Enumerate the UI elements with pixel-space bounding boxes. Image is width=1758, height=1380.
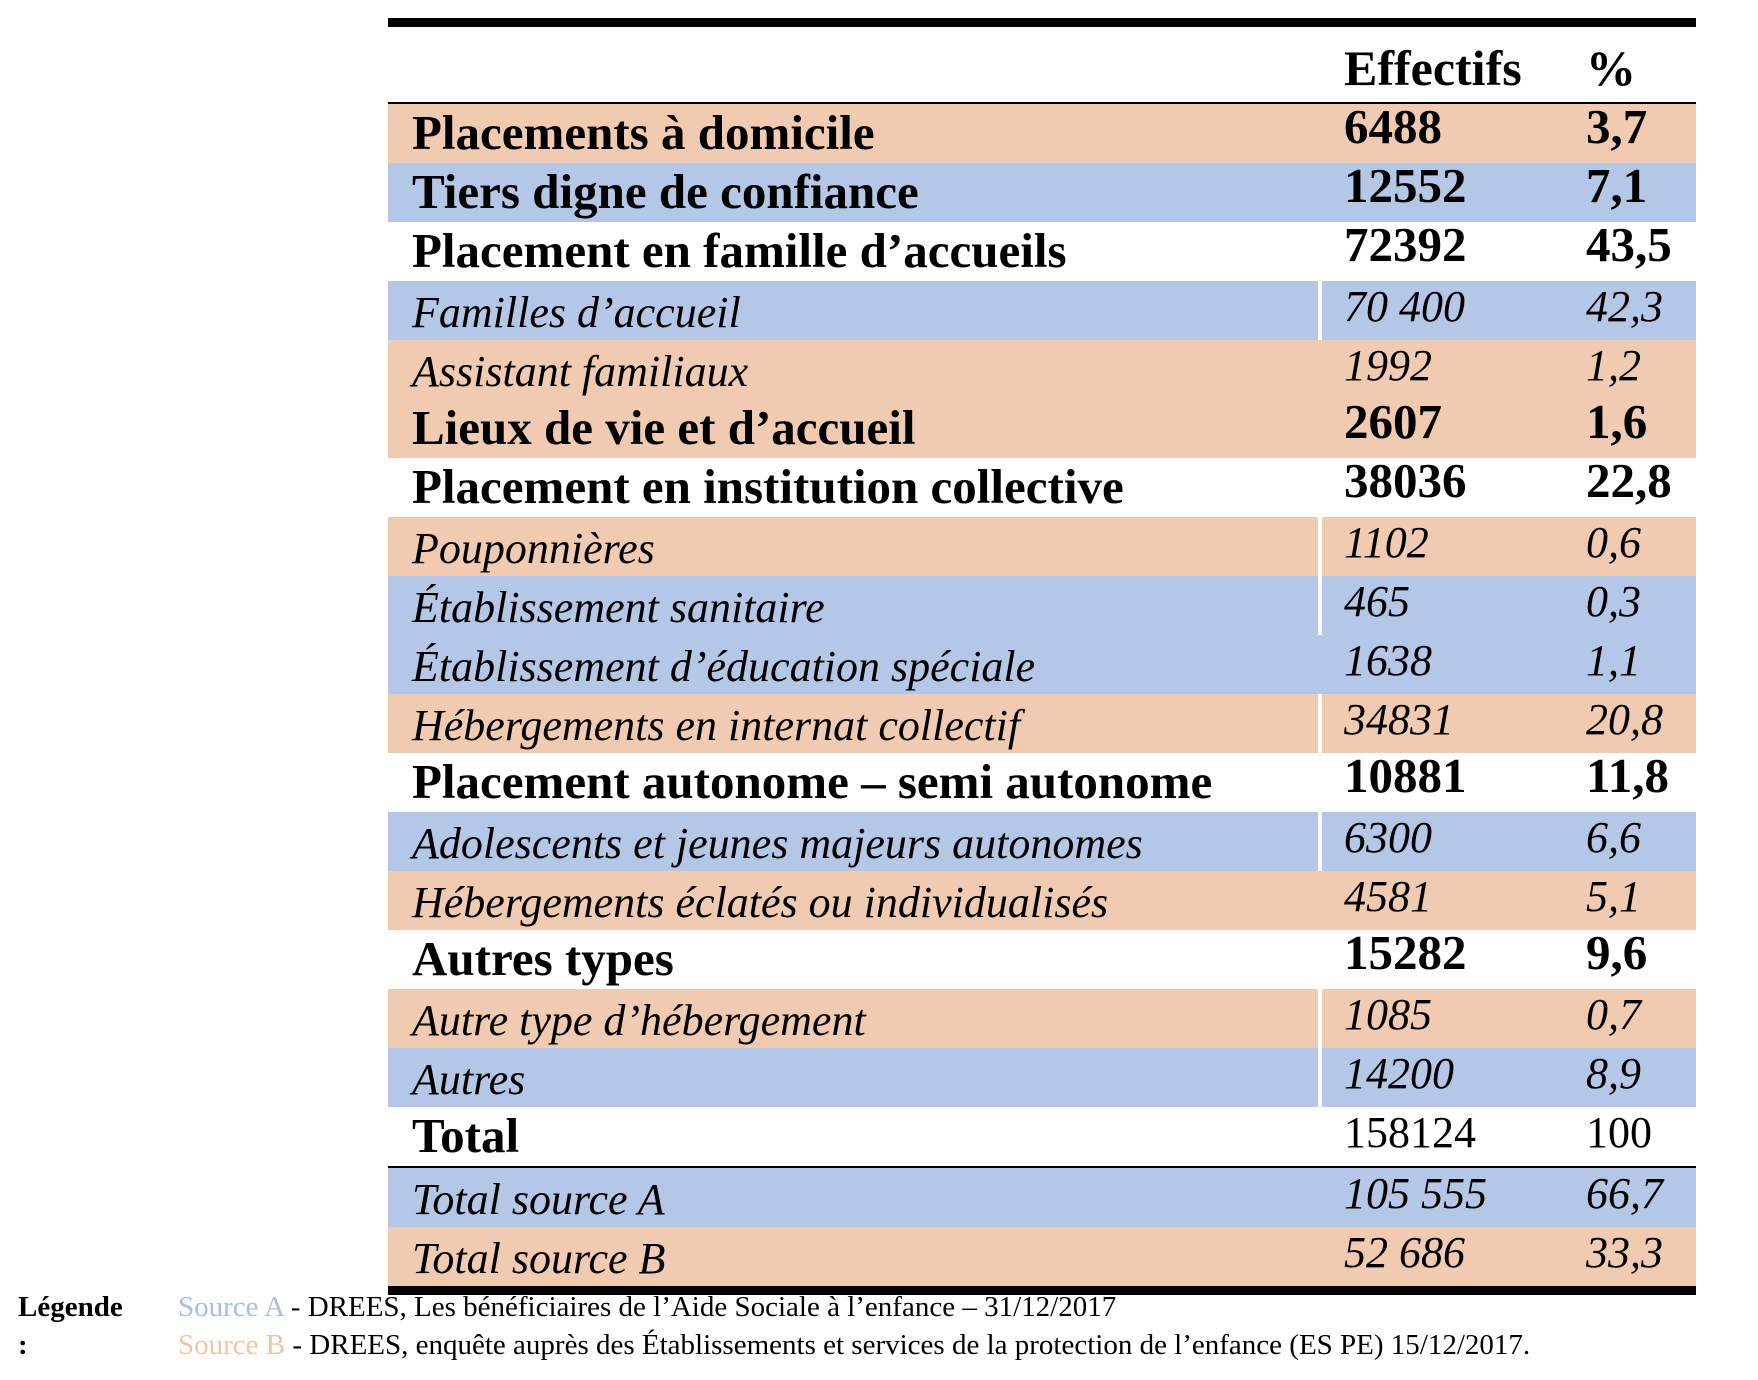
row-effectifs: 72392 — [1344, 217, 1467, 272]
row-percent: 6,6 — [1586, 813, 1641, 862]
row-label: Autres types — [412, 931, 674, 986]
table-row-total: Total 158124 100 — [388, 1107, 1696, 1168]
row-label: Pouponnières — [412, 524, 655, 573]
row-effectifs: 2607 — [1344, 394, 1442, 449]
row-label: Autre type d’hébergement — [412, 996, 866, 1045]
row-percent: 22,8 — [1586, 453, 1672, 508]
row-effectifs: 12552 — [1344, 158, 1467, 213]
row-effectifs: 4581 — [1344, 872, 1432, 921]
table-bottom-rule — [388, 1286, 1696, 1295]
row-percent: 9,6 — [1586, 925, 1648, 980]
row-effectifs: 10881 — [1344, 748, 1467, 803]
table-row: Pouponnières 1102 0,6 — [388, 517, 1696, 576]
row-percent: 66,7 — [1586, 1169, 1663, 1218]
row-effectifs: 1638 — [1344, 636, 1432, 685]
row-effectifs: 1102 — [1344, 518, 1429, 567]
row-label: Hébergements éclatés ou individualisés — [412, 878, 1109, 927]
row-percent: 0,6 — [1586, 518, 1641, 567]
row-label: Total source B — [412, 1234, 666, 1283]
row-label: Familles d’accueil — [412, 288, 741, 337]
table-top-rule — [388, 18, 1696, 27]
row-label: Placement autonome – semi autonome — [412, 754, 1213, 809]
legend-source-b-text: - DREES, enquête auprès des Établissemen… — [285, 1329, 1531, 1361]
table-row: Lieux de vie et d’accueil 2607 1,6 — [388, 394, 1696, 458]
row-percent: 20,8 — [1586, 695, 1663, 744]
row-label: Total source A — [412, 1175, 665, 1224]
row-effectifs: 34831 — [1344, 695, 1454, 744]
table-row: Total source A 105 555 66,7 — [388, 1168, 1696, 1227]
table-row: Placement en famille d’accueils 72392 43… — [388, 217, 1696, 281]
table-row: Autre type d’hébergement 1085 0,7 — [388, 989, 1696, 1048]
row-percent: 7,1 — [1586, 158, 1648, 213]
row-percent: 1,1 — [1586, 636, 1641, 685]
legend-source-a-name: Source A — [178, 1291, 284, 1323]
row-percent: 8,9 — [1586, 1049, 1641, 1098]
table-row: Tiers digne de confiance 12552 7,1 — [388, 158, 1696, 222]
row-label: Assistant familiaux — [412, 347, 749, 396]
legend-source-b: Source B - DREES, enquête auprès des Éta… — [178, 1326, 1530, 1364]
row-percent: 33,3 — [1586, 1228, 1663, 1277]
legend-source-b-name: Source B — [178, 1329, 286, 1361]
table-row: Placement autonome – semi autonome 10881… — [388, 748, 1696, 812]
row-percent: 0,3 — [1586, 577, 1641, 626]
row-effectifs: 1992 — [1344, 341, 1432, 390]
legend-source-a-text: - DREES, Les bénéficiaires de l’Aide Soc… — [283, 1291, 1117, 1323]
row-label: Établissement sanitaire — [412, 583, 825, 632]
table-row: Autres types 15282 9,6 — [388, 925, 1696, 989]
row-label: Tiers digne de confiance — [412, 164, 919, 219]
row-label: Hébergements en internat collectif — [412, 701, 1021, 750]
row-percent: 3,7 — [1586, 99, 1648, 154]
table-row: Adolescents et jeunes majeurs autonomes … — [388, 812, 1696, 871]
table-row: Total source B 52 686 33,3 — [388, 1227, 1696, 1286]
placement-table: Effectifs % Placements à domicile 6488 3… — [388, 18, 1696, 1295]
table-row: Placements à domicile 6488 3,7 — [388, 99, 1696, 163]
row-effectifs: 1085 — [1344, 990, 1432, 1039]
legend-source-a: Source A - DREES, Les bénéficiaires de l… — [178, 1288, 1116, 1326]
table-row: Établissement sanitaire 465 0,3 — [388, 576, 1696, 635]
row-effectifs: 6300 — [1344, 813, 1432, 862]
row-percent: 1,2 — [1586, 341, 1641, 390]
row-percent: 1,6 — [1586, 394, 1648, 449]
table-row: Familles d’accueil 70 400 42,3 — [388, 281, 1696, 340]
row-effectifs: 52 686 — [1344, 1228, 1465, 1277]
table-row: Établissement d’éducation spéciale 1638 … — [388, 635, 1696, 694]
row-percent: 100 — [1586, 1108, 1652, 1157]
table-row: Placement en institution collective 3803… — [388, 453, 1696, 517]
row-label: Adolescents et jeunes majeurs autonomes — [412, 819, 1143, 868]
row-effectifs: 70 400 — [1344, 282, 1465, 331]
row-percent: 5,1 — [1586, 872, 1641, 921]
table-row: Hébergements en internat collectif 34831… — [388, 694, 1696, 753]
header-percent: % — [1586, 40, 1636, 96]
row-percent: 43,5 — [1586, 217, 1672, 272]
row-label: Placement en famille d’accueils — [412, 223, 1067, 278]
row-effectifs: 38036 — [1344, 453, 1467, 508]
row-label: Total — [412, 1108, 520, 1163]
row-percent: 0,7 — [1586, 990, 1641, 1039]
table-row: Hébergements éclatés ou individualisés 4… — [388, 871, 1696, 930]
row-percent: 11,8 — [1586, 748, 1670, 803]
row-percent: 42,3 — [1586, 282, 1663, 331]
row-effectifs: 465 — [1344, 577, 1410, 626]
row-effectifs: 158124 — [1344, 1108, 1476, 1157]
legend-title: Légende : — [18, 1291, 123, 1361]
row-effectifs: 15282 — [1344, 925, 1467, 980]
row-label: Établissement d’éducation spéciale — [412, 642, 1036, 691]
row-effectifs: 105 555 — [1344, 1169, 1487, 1218]
table-row: Autres 14200 8,9 — [388, 1048, 1696, 1107]
row-label: Autres — [412, 1055, 526, 1104]
table-header: Effectifs % — [388, 27, 1696, 104]
row-label: Placement en institution collective — [412, 459, 1124, 514]
header-effectifs: Effectifs — [1344, 40, 1522, 96]
row-label: Lieux de vie et d’accueil — [412, 400, 916, 455]
row-effectifs: 14200 — [1344, 1049, 1454, 1098]
row-effectifs: 6488 — [1344, 99, 1442, 154]
table-row: Assistant familiaux 1992 1,2 — [388, 340, 1696, 399]
row-label: Placements à domicile — [412, 105, 875, 160]
